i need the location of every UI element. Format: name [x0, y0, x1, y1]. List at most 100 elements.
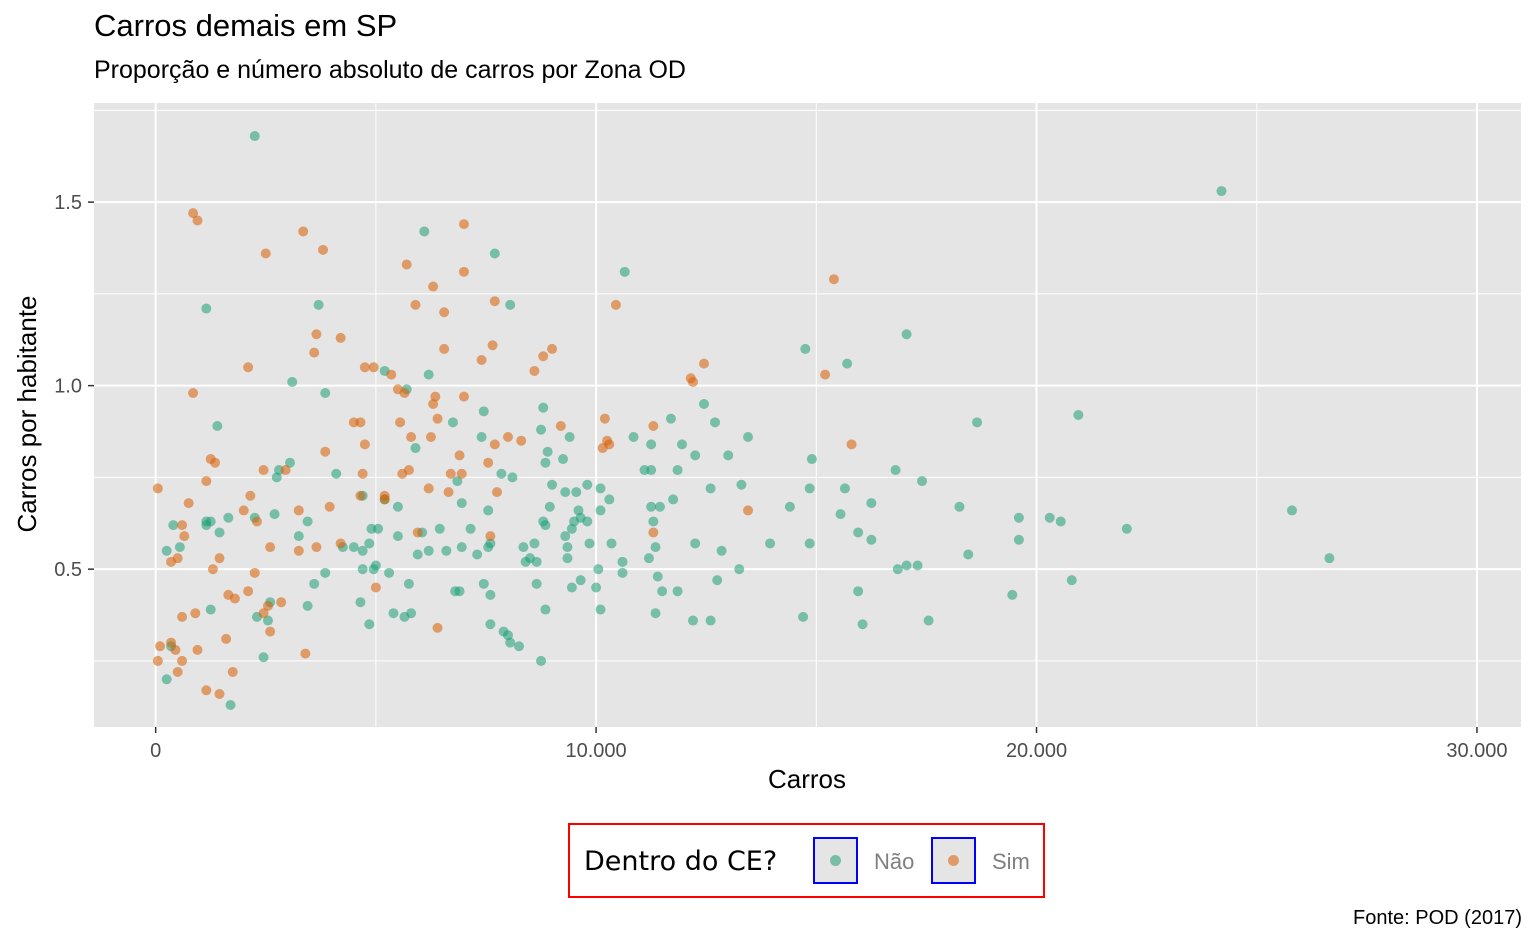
- point-nao: [456, 542, 467, 553]
- point-nao: [901, 560, 912, 571]
- point-nao: [839, 483, 850, 494]
- x-tick-label: 20.000: [1006, 740, 1067, 762]
- point-nao: [287, 376, 298, 387]
- point-nao: [476, 432, 487, 443]
- point-nao: [923, 615, 934, 626]
- point-nao: [269, 509, 280, 520]
- point-sim: [428, 281, 439, 292]
- point-nao: [617, 556, 628, 567]
- point-nao: [225, 699, 236, 710]
- point-sim: [538, 351, 549, 362]
- point-nao: [687, 615, 698, 626]
- point-nao: [784, 501, 795, 512]
- point-nao: [520, 556, 531, 567]
- chart-subtitle: Proporção e número absoluto de carros po…: [94, 56, 686, 84]
- point-sim: [503, 432, 514, 443]
- point-sim: [743, 505, 754, 516]
- point-nao: [456, 498, 467, 509]
- point-sim: [406, 432, 417, 443]
- point-nao: [650, 542, 661, 553]
- legend-label-nao: Não: [874, 849, 915, 874]
- point-nao: [575, 512, 586, 523]
- point-nao: [419, 226, 430, 237]
- point-nao: [447, 417, 458, 428]
- point-sim: [425, 432, 436, 443]
- point-nao: [262, 615, 273, 626]
- point-sim: [439, 307, 450, 318]
- point-sim: [190, 608, 201, 619]
- point-sim: [258, 465, 269, 476]
- point-sim: [309, 347, 320, 358]
- point-sim: [300, 648, 311, 659]
- point-nao: [617, 567, 628, 578]
- point-nao: [465, 523, 476, 534]
- point-sim: [423, 483, 434, 494]
- point-sim: [395, 417, 406, 428]
- point-nao: [174, 542, 185, 553]
- y-tick-label: 1.0: [54, 376, 82, 398]
- point-sim: [183, 498, 194, 509]
- legend-title: Dentro do CE?: [584, 846, 778, 877]
- point-sim: [648, 527, 659, 538]
- point-sim: [276, 597, 287, 608]
- point-nao: [399, 611, 410, 622]
- series-sim: [152, 208, 857, 699]
- point-sim: [555, 421, 566, 432]
- point-nao: [538, 402, 549, 413]
- point-sim: [456, 468, 467, 479]
- point-nao: [168, 520, 179, 531]
- point-nao: [485, 619, 496, 630]
- y-tick-label: 1.5: [54, 192, 82, 214]
- point-nao: [593, 564, 604, 575]
- point-nao: [293, 531, 304, 542]
- point-sim: [370, 582, 381, 593]
- point-nao: [639, 465, 650, 476]
- point-nao: [410, 443, 421, 454]
- point-nao: [366, 523, 377, 534]
- point-nao: [1007, 589, 1018, 600]
- point-nao: [544, 501, 555, 512]
- point-nao: [690, 538, 701, 549]
- point-sim: [489, 439, 500, 450]
- point-nao: [1121, 523, 1132, 534]
- point-nao: [258, 652, 269, 663]
- chart-title: Carros demais em SP: [94, 8, 398, 43]
- y-axis-label: Carros por habitante: [12, 295, 42, 532]
- point-nao: [364, 538, 375, 549]
- point-sim: [201, 685, 212, 696]
- point-sim: [547, 343, 558, 354]
- point-nao: [214, 527, 225, 538]
- point-sim: [602, 435, 613, 446]
- point-nao: [890, 465, 901, 476]
- point-nao: [529, 538, 540, 549]
- point-sim: [412, 527, 423, 538]
- point-sim: [458, 219, 469, 230]
- point-nao: [668, 494, 679, 505]
- point-sim: [298, 226, 309, 237]
- point-nao: [485, 589, 496, 600]
- point-nao: [313, 299, 324, 310]
- point-sim: [265, 542, 276, 553]
- point-nao: [540, 604, 551, 615]
- point-sim: [485, 531, 496, 542]
- point-nao: [560, 531, 571, 542]
- point-sim: [359, 439, 370, 450]
- point-sim: [454, 450, 465, 461]
- point-sim: [214, 688, 225, 699]
- point-nao: [478, 578, 489, 589]
- point-sim: [320, 446, 331, 457]
- point-sim: [192, 644, 203, 655]
- point-sim: [487, 340, 498, 351]
- point-nao: [690, 450, 701, 461]
- point-nao: [835, 509, 846, 520]
- point-nao: [161, 545, 172, 556]
- point-nao: [866, 498, 877, 509]
- axis-ticks: 0 10.000 20.000 30.000 0.5 1.0 1.5: [54, 192, 1507, 762]
- point-nao: [507, 472, 518, 483]
- legend-key-nao: [813, 837, 858, 884]
- point-nao: [320, 387, 331, 398]
- point-nao: [804, 538, 815, 549]
- point-sim: [820, 369, 831, 380]
- point-sim: [846, 439, 857, 450]
- point-nao: [423, 545, 434, 556]
